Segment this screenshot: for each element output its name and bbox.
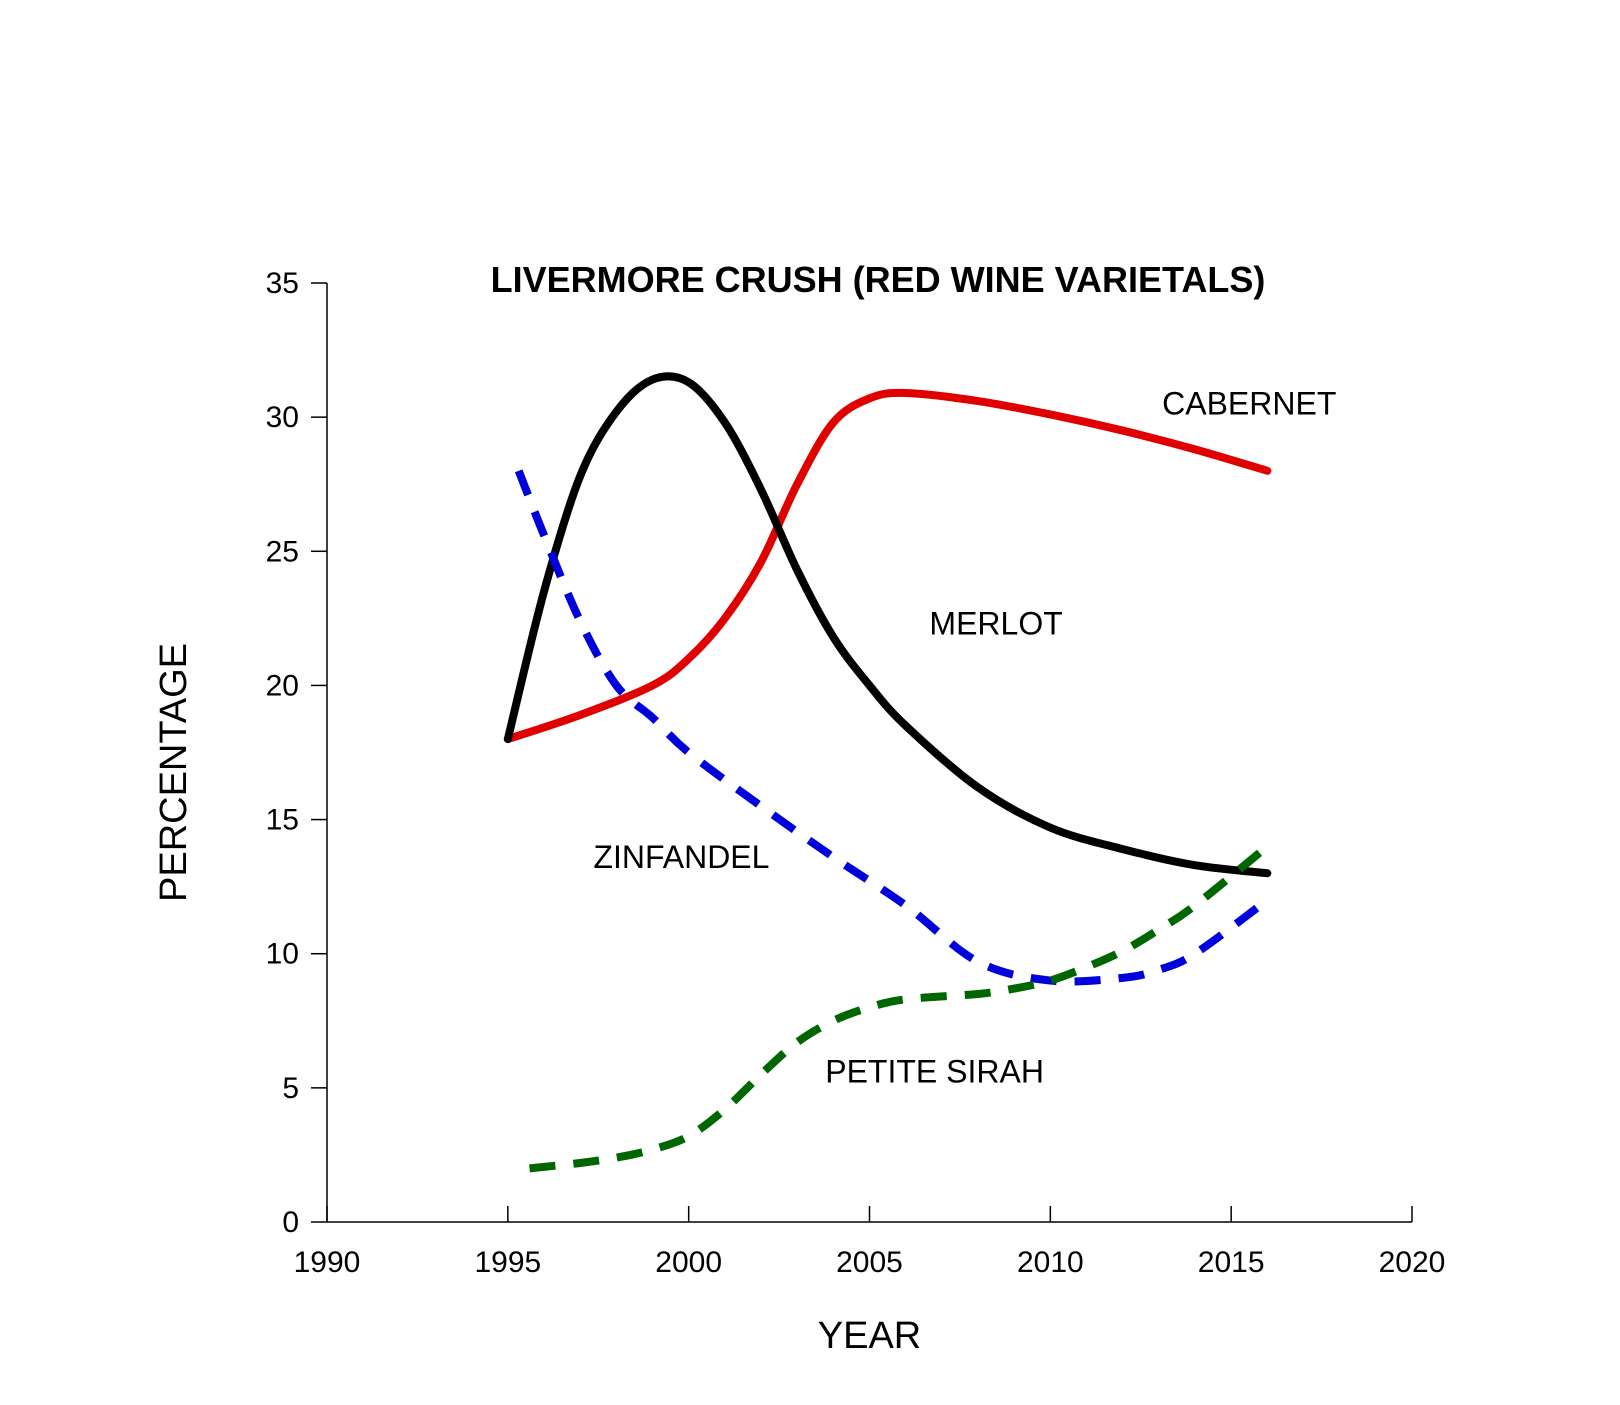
y-tick-label: 10	[266, 938, 299, 971]
y-tick-label: 15	[266, 804, 299, 837]
annotation-layer: CABERNET MERLOT ZINFANDEL PETITE SIRAH	[593, 385, 1336, 1089]
x-axis-title: YEAR	[818, 1315, 921, 1357]
x-tick-label: 1995	[474, 1246, 541, 1279]
y-tick-label: 20	[266, 669, 299, 702]
y-tick-label: 25	[266, 535, 299, 568]
x-tick-label: 2010	[1017, 1246, 1084, 1279]
series-line-zinfandel	[514, 469, 1270, 986]
series-label-cabernet: CABERNET	[1162, 385, 1336, 421]
y-tick-label: 30	[266, 401, 299, 434]
series-line-cabernet	[503, 388, 1272, 744]
axes: 1990 1995 2000 2005 2010 2015 2020 0 5 10 15 20 25 30…	[266, 267, 1446, 1279]
series-line-merlot	[503, 372, 1272, 878]
series-layer	[503, 372, 1272, 1173]
y-tick-label: 5	[282, 1072, 299, 1105]
series-label-petite-sirah: PETITE SIRAH	[825, 1053, 1044, 1089]
x-tick-label: 2020	[1379, 1246, 1446, 1279]
series-label-zinfandel: ZINFANDEL	[593, 839, 769, 875]
y-axis-title: PERCENTAGE	[153, 643, 195, 902]
x-tick-label: 2015	[1198, 1246, 1265, 1279]
chart-title: LIVERMORE CRUSH (RED WINE VARIETALS)	[491, 259, 1266, 300]
series-label-merlot: MERLOT	[929, 605, 1062, 641]
y-tick-label: 0	[282, 1206, 299, 1239]
series-line-petite-sirah	[529, 843, 1270, 1173]
y-tick-label: 35	[266, 267, 299, 300]
x-tick-label: 2005	[836, 1246, 903, 1279]
x-tick-label: 2000	[655, 1246, 722, 1279]
x-tick-label: 1990	[294, 1246, 361, 1279]
